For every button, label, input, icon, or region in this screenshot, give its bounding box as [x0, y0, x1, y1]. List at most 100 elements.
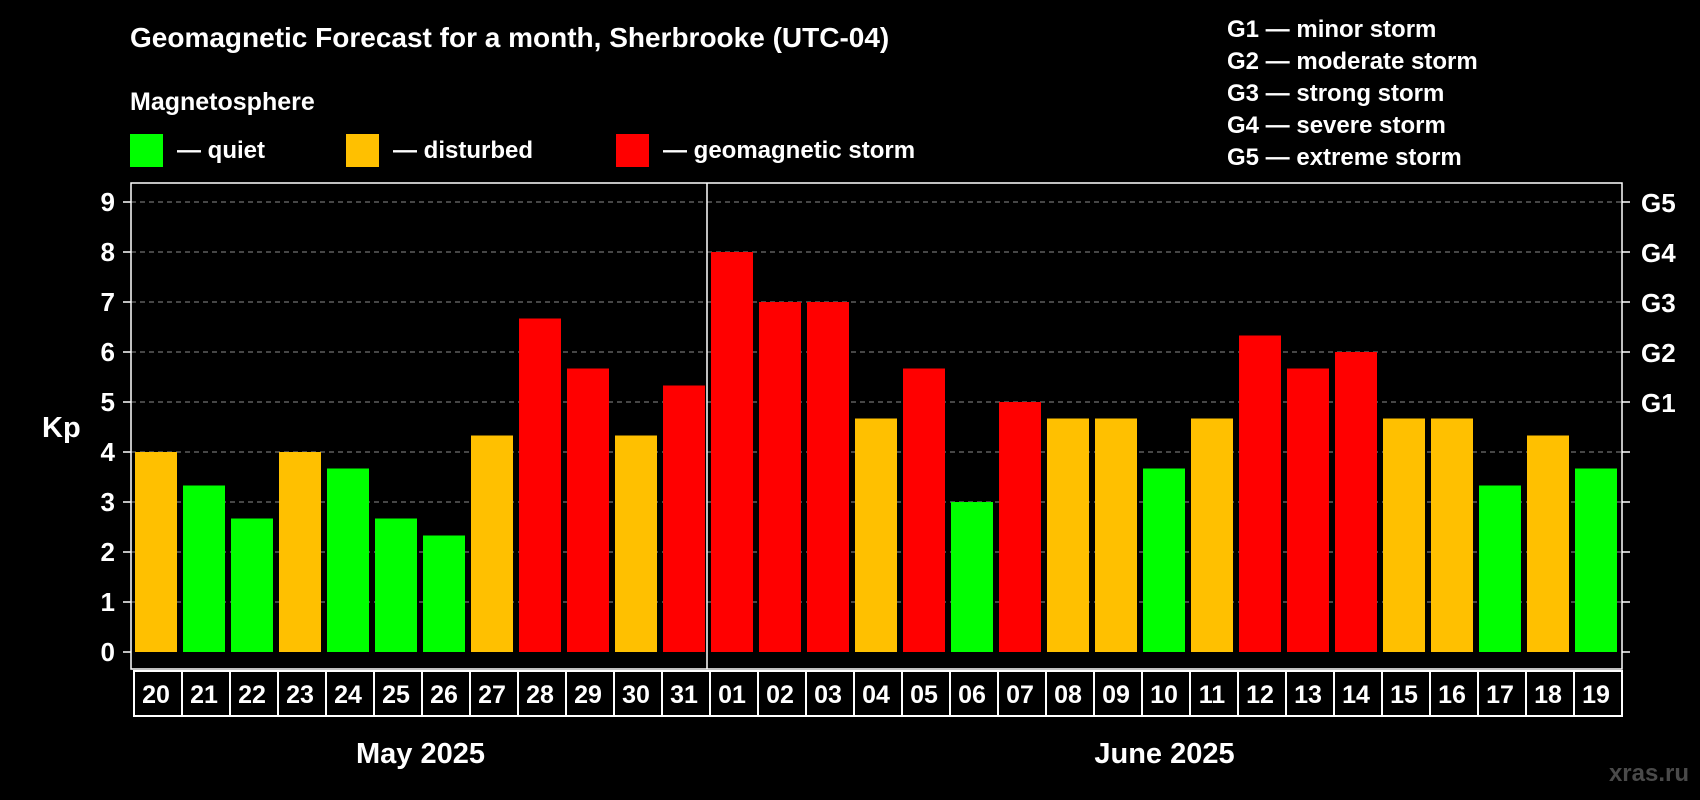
bar-13: [1287, 368, 1329, 652]
right-tick-label-g3: G3: [1641, 288, 1676, 318]
legend-label-disturbed: — disturbed: [393, 137, 533, 164]
bar-12: [1239, 335, 1281, 652]
storm-level-g4: G4 — severe storm: [1227, 112, 1446, 139]
bar-07: [999, 402, 1041, 652]
day-label-02: 02: [766, 681, 794, 709]
day-label-12: 12: [1246, 681, 1274, 709]
y-tick-label: 6: [101, 337, 115, 367]
legend-swatch-disturbed: [346, 134, 379, 167]
bar-24: [327, 468, 369, 652]
legend-swatch-quiet: [130, 134, 163, 167]
day-row-frame: [133, 670, 1623, 717]
bar-04: [855, 418, 897, 652]
day-label-27: 27: [478, 681, 506, 709]
right-tick-label-g2: G2: [1641, 338, 1676, 368]
y-tick-label: 2: [101, 537, 115, 567]
bar-05: [903, 368, 945, 652]
day-label-13: 13: [1294, 681, 1322, 709]
right-axis: G1 G2 G3 G4 G5: [1622, 188, 1676, 653]
day-label-15: 15: [1390, 681, 1418, 709]
day-label-08: 08: [1054, 681, 1082, 709]
day-label-01: 01: [718, 681, 746, 709]
chart-title: Geomagnetic Forecast for a month, Sherbr…: [130, 22, 889, 53]
day-label-25: 25: [382, 681, 410, 709]
day-label-09: 09: [1102, 681, 1130, 709]
bar-16: [1431, 418, 1473, 652]
day-label-11: 11: [1199, 681, 1226, 709]
watermark: xras.ru: [1609, 760, 1689, 787]
storm-level-g3: G3 — strong storm: [1227, 80, 1444, 107]
bar-21: [183, 485, 225, 652]
bar-11: [1191, 418, 1233, 652]
day-label-31: 31: [670, 681, 698, 709]
day-label-21: 21: [190, 681, 218, 709]
day-label-17: 17: [1486, 681, 1514, 709]
day-label-22: 22: [238, 681, 266, 709]
storm-level-g5: G5 — extreme storm: [1227, 144, 1462, 171]
bar-14: [1335, 352, 1377, 652]
storm-level-legend: G1 — minor storm G2 — moderate storm G3 …: [1227, 16, 1478, 171]
bar-26: [423, 535, 465, 652]
x-axis: 20 21 22 23 24 25 26 27 28 29 30 31 01 02 03 04 05 06 07 08…: [133, 670, 1623, 717]
day-label-23: 23: [286, 681, 314, 709]
y-tick-label: 1: [101, 587, 115, 617]
bar-03: [807, 302, 849, 652]
storm-level-g1: G1 — minor storm: [1227, 16, 1436, 43]
right-tick-label-g5: G5: [1641, 188, 1676, 218]
bar-08: [1047, 418, 1089, 652]
y-axis-label: Kp: [42, 412, 81, 444]
day-label-05: 05: [910, 681, 938, 709]
day-label-06: 06: [958, 681, 986, 709]
bar-23: [279, 452, 321, 652]
legend: — quiet — disturbed — geomagnetic storm: [130, 134, 915, 167]
y-tick-label: 7: [101, 287, 115, 317]
bar-27: [471, 435, 513, 652]
day-label-04: 04: [862, 681, 890, 709]
month-label-may: May 2025: [356, 738, 485, 770]
legend-label-quiet: — quiet: [177, 137, 265, 164]
y-tick-label: 0: [101, 637, 115, 667]
day-label-30: 30: [622, 681, 650, 709]
bar-19: [1575, 468, 1617, 652]
y-axis: 0 1 2 3 4 5 6 7 8 9: [101, 187, 131, 667]
day-label-29: 29: [574, 681, 602, 709]
legend-label-storm: — geomagnetic storm: [663, 137, 915, 164]
bar-01: [711, 252, 753, 652]
bar-28: [519, 318, 561, 652]
y-tick-label: 5: [101, 387, 115, 417]
y-tick-label: 3: [101, 487, 115, 517]
day-label-16: 16: [1438, 681, 1466, 709]
right-tick-label-g1: G1: [1641, 388, 1676, 418]
bar-20: [135, 452, 177, 652]
bar-25: [375, 518, 417, 652]
month-label-june: June 2025: [1094, 738, 1234, 770]
bar-18: [1527, 435, 1569, 652]
day-label-18: 18: [1534, 681, 1562, 709]
bar-10: [1143, 468, 1185, 652]
right-tick-label-g4: G4: [1641, 238, 1676, 268]
day-label-24: 24: [334, 681, 362, 709]
legend-swatch-storm: [616, 134, 649, 167]
day-label-28: 28: [526, 681, 554, 709]
day-label-20: 20: [142, 681, 170, 709]
y-tick-label: 9: [101, 187, 115, 217]
bar-15: [1383, 418, 1425, 652]
bars-layer: [135, 252, 1617, 652]
storm-level-g2: G2 — moderate storm: [1227, 48, 1478, 75]
bar-30: [615, 435, 657, 652]
y-tick-label: 8: [101, 237, 115, 267]
bar-31: [663, 385, 705, 652]
bar-02: [759, 302, 801, 652]
bar-29: [567, 368, 609, 652]
day-label-07: 07: [1006, 681, 1034, 709]
bar-22: [231, 518, 273, 652]
bar-09: [1095, 418, 1137, 652]
day-label-19: 19: [1582, 681, 1610, 709]
day-label-14: 14: [1342, 681, 1370, 709]
bar-17: [1479, 485, 1521, 652]
plot-frame: [130, 182, 1623, 670]
bar-06: [951, 502, 993, 652]
day-label-10: 10: [1150, 681, 1178, 709]
